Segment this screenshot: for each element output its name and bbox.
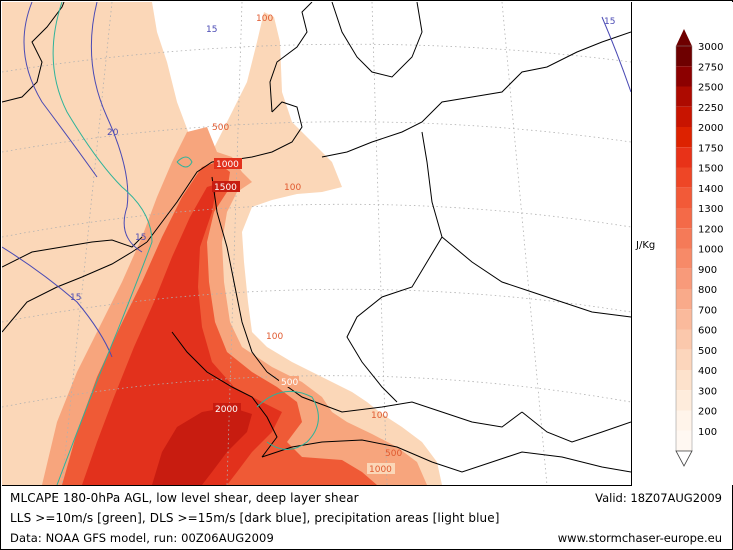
legend-bottom-arrow xyxy=(675,450,693,467)
legend-color-box xyxy=(676,390,692,411)
caption-panel: MLCAPE 180-0hPa AGL, low level shear, de… xyxy=(2,486,732,549)
legend-color-box xyxy=(676,147,692,168)
shear-label: 15 xyxy=(604,17,615,27)
legend-level-label: 1200 xyxy=(698,224,723,235)
legend-color-box xyxy=(676,329,692,350)
caption-valid-time: Valid: 18Z07AUG2009 xyxy=(595,491,722,505)
legend-level-label: 2500 xyxy=(698,83,723,94)
legend-level-label: 1000 xyxy=(698,245,723,256)
legend-color-box xyxy=(676,430,692,451)
caption-website: www.stormchaser-europe.eu xyxy=(557,531,722,545)
legend-color-box xyxy=(676,106,692,127)
lls-contours xyxy=(52,2,319,485)
germany-border-west xyxy=(211,176,268,373)
uk-south-coast xyxy=(2,236,143,268)
legend-color-box xyxy=(676,187,692,208)
legend-level-label: 1400 xyxy=(698,184,723,195)
lat-lon-grid xyxy=(2,2,631,485)
legend-level-label: 200 xyxy=(698,407,717,418)
dls-contours xyxy=(2,2,631,358)
legend-level-label: 700 xyxy=(698,305,717,316)
legend-color-box xyxy=(676,349,692,370)
legend-level-label: 1500 xyxy=(698,164,723,175)
legend-top-arrow xyxy=(676,29,692,46)
baltic-coast xyxy=(321,31,631,158)
legend-level-label: 3000 xyxy=(698,42,723,53)
cape-label: 500 xyxy=(212,123,229,133)
legend-svg: J/Kg 3000 2750 2500 2250 2000 1750 1500 1400 130… xyxy=(635,29,723,467)
legend-level-label: 2000 xyxy=(698,123,723,134)
cape-label: 2000 xyxy=(215,405,238,415)
cape-label: 100 xyxy=(256,14,273,24)
contour-labels: 100 500 1000 1500 100 100 500 2000 100 5… xyxy=(70,14,615,475)
cape-label: 100 xyxy=(266,332,283,342)
france-coast xyxy=(2,241,148,333)
cape-label: 1500 xyxy=(214,183,237,193)
cape-label: 1000 xyxy=(369,465,392,475)
weather-map: 100 500 1000 1500 100 100 500 2000 100 5… xyxy=(2,2,632,486)
legend-level-label: 800 xyxy=(698,285,717,296)
legend-color-box xyxy=(676,410,692,431)
cape-label: 100 xyxy=(371,411,388,421)
legend-color-box xyxy=(676,167,692,188)
alps-border xyxy=(171,331,278,458)
legend-boxes: 3000 2750 2500 2250 2000 1750 1500 1400 1300 1200… xyxy=(675,42,723,452)
legend-level-label: 2750 xyxy=(698,62,723,73)
cape-label: 500 xyxy=(385,449,402,459)
shear-label: 15 xyxy=(206,25,217,35)
legend-level-label: 100 xyxy=(698,427,717,438)
legend-level-label: 2250 xyxy=(698,103,723,114)
map-svg: 100 500 1000 1500 100 100 500 2000 100 5… xyxy=(2,2,631,485)
legend-color-box xyxy=(676,127,692,148)
legend-color-box xyxy=(676,268,692,289)
coastlines-borders xyxy=(2,2,631,473)
legend-unit: J/Kg xyxy=(635,240,655,251)
caption-legend-description: LLS >=10m/s [green], DLS >=15m/s [dark b… xyxy=(10,511,500,525)
shear-label: 20 xyxy=(107,128,119,138)
caption-title: MLCAPE 180-0hPa AGL, low level shear, de… xyxy=(10,491,359,505)
balkan-border xyxy=(521,411,631,443)
cape-label: 100 xyxy=(284,183,301,193)
legend-level-label: 900 xyxy=(698,265,717,276)
germany-border-east xyxy=(346,131,443,403)
scandinavia xyxy=(331,2,423,78)
shear-label: 15 xyxy=(70,293,81,303)
italy-border xyxy=(261,439,631,473)
austria-border xyxy=(266,371,523,428)
legend-color-box xyxy=(676,86,692,107)
shear-label: 15 xyxy=(135,233,146,243)
denmark xyxy=(269,2,313,113)
legend-color-box xyxy=(676,46,692,67)
cape-label: 500 xyxy=(281,378,298,388)
poland-czech-border xyxy=(441,236,631,318)
legend-color-box xyxy=(676,66,692,87)
legend-level-label: 1300 xyxy=(698,204,723,215)
legend-color-box xyxy=(676,309,692,330)
legend-level-label: 300 xyxy=(698,386,717,397)
legend-level-label: 500 xyxy=(698,346,717,357)
legend-color-box xyxy=(676,248,692,269)
caption-data-source: Data: NOAA GFS model, run: 00Z06AUG2009 xyxy=(10,531,274,545)
legend-level-label: 600 xyxy=(698,326,717,337)
legend-color-box xyxy=(676,370,692,391)
legend-level-label: 1750 xyxy=(698,143,723,154)
legend-level-label: 400 xyxy=(698,366,717,377)
legend-color-box xyxy=(676,228,692,249)
color-legend: J/Kg 3000 2750 2500 2250 2000 1750 1500 1400 130… xyxy=(632,2,733,485)
cape-2000-area xyxy=(152,407,252,485)
cape-label: 1000 xyxy=(216,160,239,170)
legend-color-box xyxy=(676,208,692,229)
legend-color-box xyxy=(676,289,692,310)
